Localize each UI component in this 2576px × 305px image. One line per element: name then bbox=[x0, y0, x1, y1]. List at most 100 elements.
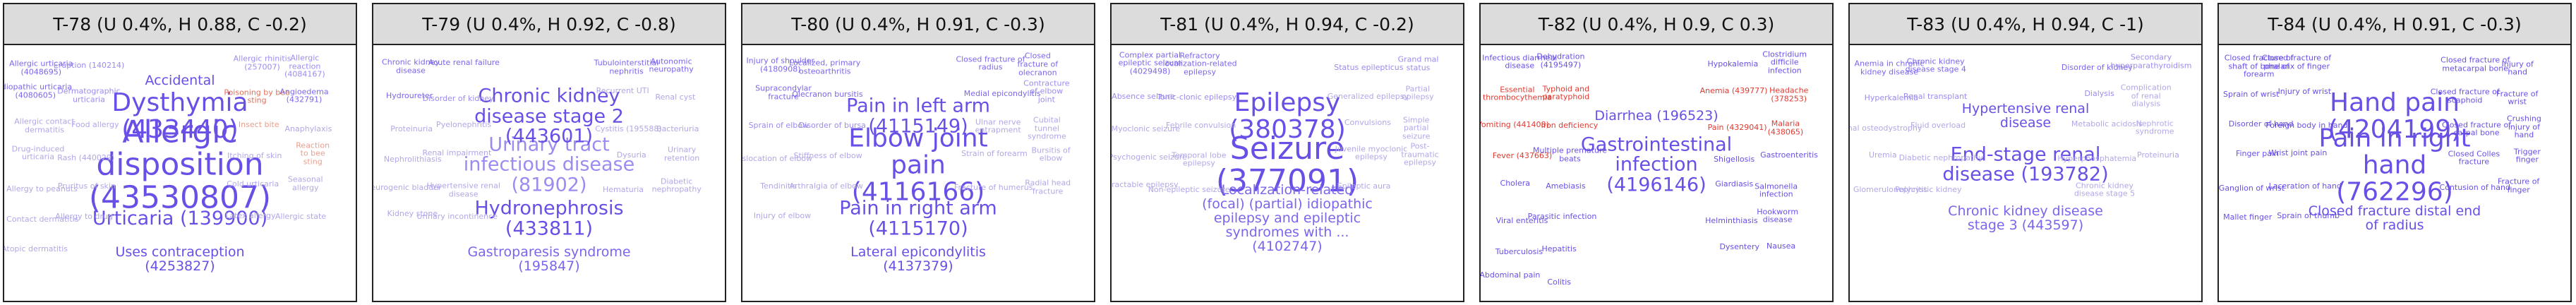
cloud-word: Dysthymia (433440) bbox=[112, 88, 248, 145]
cloud-word: Convulsions bbox=[1344, 118, 1391, 128]
cloud-word: Insect bite bbox=[238, 119, 279, 129]
wordcloud-panel: T-79 (U 0.4%, H 0.92, C -0.8) Urinary tra… bbox=[372, 3, 726, 302]
cloud-word: Uses contraception (4253827) bbox=[115, 244, 245, 275]
cloud-word: Bacteriuria bbox=[656, 124, 699, 133]
cloud-word: Iron deficiency bbox=[1541, 121, 1599, 131]
cloud-word: Hookworm disease bbox=[1757, 207, 1799, 225]
cloud-word: Gastrointestinal infection (4196146) bbox=[1580, 133, 1733, 196]
cloud-word: Pain in right hand (762296) bbox=[2318, 124, 2471, 207]
wordcloud-area: Gastrointestinal infection (4196146) Diar… bbox=[1481, 45, 1832, 301]
cloud-word: Urinary tract infectious disease (81902) bbox=[463, 133, 635, 196]
panel-title: T-79 (U 0.4%, H 0.92, C -0.8) bbox=[422, 13, 676, 35]
cloud-word: Chronic kidney disease bbox=[382, 57, 440, 76]
wordcloud-panel: T-78 (U 0.4%, H 0.88, C -0.2) Allergic di… bbox=[3, 3, 357, 302]
wordcloud-panel: T-81 (U 0.4%, H 0.94, C -0.2) Seizure (37… bbox=[1110, 3, 1464, 302]
wordcloud-area: Elbow joint pain (4116166) Pain in left a… bbox=[742, 45, 1094, 301]
cloud-word: Radial head fracture bbox=[1025, 178, 1071, 196]
cloud-word: Strain of forearm bbox=[961, 149, 1028, 159]
cloud-word: Polycystic kidney bbox=[1895, 185, 1962, 195]
cloud-word: Multiple premature beats bbox=[1532, 145, 1607, 164]
cloud-word: Accidental bbox=[145, 72, 215, 88]
cloud-word: Closed fracture distal end of radius bbox=[2308, 203, 2481, 234]
cloud-word: Epilepsy (380378) bbox=[1229, 88, 1346, 145]
wordcloud-area: Seizure (377091) Epilepsy (380378) Localiz… bbox=[1112, 45, 1463, 301]
cloud-word: Complex partial epileptic seizure (40294… bbox=[1118, 50, 1182, 76]
cloud-word: Febrile convulsion bbox=[1166, 121, 1236, 131]
cloud-word: Hand pain (4204199) bbox=[2328, 88, 2462, 145]
cloud-word: Cold urticaria bbox=[227, 179, 279, 189]
cloud-word: Hydronephrosis (433811) bbox=[474, 197, 624, 240]
cloud-word: Hydroureter bbox=[385, 90, 433, 100]
cloud-word: Tubulointerstitial nephritis bbox=[594, 58, 659, 76]
cloud-word: Itching of skin bbox=[227, 151, 282, 161]
cloud-word: Closed fracture of scaphoid bbox=[2430, 87, 2500, 105]
cloud-word: Seasonal allergy bbox=[287, 174, 323, 193]
cloud-word: Cystitis (195588) bbox=[595, 124, 662, 134]
cloud-word: Pain in left arm (4115149) bbox=[846, 95, 990, 138]
panel-title: T-78 (U 0.4%, H 0.88, C -0.2) bbox=[53, 13, 307, 35]
cloud-word: Fluid overload bbox=[1910, 121, 1966, 131]
cloud-word: Dehydration (4195497) bbox=[1536, 52, 1585, 70]
cloud-word: Crushing injury of hand bbox=[2506, 114, 2541, 140]
cloud-word: Pain in right arm (4115170) bbox=[839, 197, 997, 240]
wordcloud-area: Pain in right hand (762296) Hand pain (42… bbox=[2219, 45, 2570, 301]
cloud-word: Epileptic aura bbox=[1337, 181, 1391, 191]
cloud-word: Disorder of kidney bbox=[422, 93, 494, 103]
cloud-word: Nausea bbox=[1766, 241, 1796, 251]
cloud-word: Ulnar nerve entrapment bbox=[975, 117, 1021, 135]
cloud-word: Autonomic neuropathy bbox=[649, 56, 694, 74]
cloud-word: Dislocation of elbow bbox=[742, 153, 813, 163]
cloud-word: Anemia in chronic kidney disease bbox=[1854, 59, 1925, 77]
cloud-word: Atopic dermatitis bbox=[4, 244, 68, 254]
cloud-word: Hyperkalemia bbox=[1864, 93, 1918, 103]
panel-title: T-80 (U 0.4%, H 0.91, C -0.3) bbox=[791, 13, 1045, 35]
cloud-word: Closed fracture of olecranon bbox=[1017, 52, 1059, 78]
cloud-word: Allergic contact dermatitis bbox=[14, 116, 75, 135]
cloud-word: Generalized epilepsy bbox=[1327, 91, 1409, 101]
cloud-word: Kidney stone bbox=[387, 209, 438, 219]
cloud-word: Bursitis of elbow bbox=[1031, 145, 1071, 163]
panel-title: T-82 (U 0.4%, H 0.9, C 0.3) bbox=[1538, 13, 1775, 35]
cloud-word: Hematuria bbox=[602, 185, 644, 195]
cloud-word: Allergic rhinitis (257007) bbox=[233, 54, 291, 72]
cloud-word: Fracture of finger bbox=[2498, 177, 2540, 195]
cloud-word: Tonic-clonic epilepsy bbox=[1157, 92, 1237, 102]
cloud-word: Glomerulonephritis bbox=[1853, 185, 1928, 195]
cloud-word: Partial epilepsy bbox=[1401, 84, 1434, 102]
cloud-word: Eruption (140214) bbox=[53, 61, 125, 71]
panel-header: T-81 (U 0.4%, H 0.94, C -0.2) bbox=[1112, 4, 1463, 45]
cloud-word: Renal cyst bbox=[655, 92, 696, 102]
cloud-word: Mallet finger bbox=[2223, 213, 2273, 222]
cloud-word: Abdominal pain bbox=[1481, 270, 1541, 280]
cloud-word: Typhoid and paratyphoid bbox=[1542, 84, 1590, 102]
cloud-word: Infectious diarrheal disease bbox=[1482, 53, 1558, 71]
cloud-word: Hypertensive renal disease bbox=[426, 181, 500, 199]
cloud-word: Allergic state bbox=[275, 212, 327, 222]
cloud-word: Olecranon bursitis bbox=[792, 89, 863, 99]
cloud-word: Injury of shoulder (4180908) bbox=[746, 56, 815, 73]
cloud-word: Temporal lobe epilepsy bbox=[1172, 150, 1227, 168]
cloud-word: Latex allergy bbox=[225, 211, 276, 221]
cloud-word: Complication of renal dialysis bbox=[2120, 83, 2172, 109]
wordcloud-area: Urinary tract infectious disease (81902)… bbox=[373, 45, 725, 301]
cloud-word: Fever (437663) bbox=[1492, 151, 1553, 161]
wordcloud-area: Allergic disposition (43530807) Dysthymia… bbox=[4, 45, 356, 301]
cloud-word: Poisoning by bee sting bbox=[224, 88, 290, 105]
cloud-word: Ganglion of wrist bbox=[2219, 184, 2285, 193]
cloud-word: Renal impairment bbox=[422, 148, 492, 158]
panel-header: T-79 (U 0.4%, H 0.92, C -0.8) bbox=[373, 4, 725, 45]
cloud-word: Hypertensive renal disease bbox=[1961, 101, 2090, 131]
cloud-word: Sprain of thumb bbox=[2277, 211, 2340, 221]
cloud-word: Simple partial seizure bbox=[1402, 115, 1431, 141]
cloud-word: Contact dermatitis bbox=[6, 214, 79, 224]
cloud-word: Foreign body in hand bbox=[2265, 121, 2348, 131]
cloud-word: Chronic kidney disease stage 2 (443601) bbox=[474, 85, 624, 148]
cloud-word: Diabetic nephropathy bbox=[1898, 153, 1983, 163]
cloud-word: Urinary retention bbox=[664, 145, 700, 163]
cloud-word: Injury of hand bbox=[2501, 59, 2534, 77]
cloud-word: Arthralgia of elbow bbox=[789, 181, 863, 191]
cloud-word: Allergy to peanuts bbox=[6, 184, 78, 194]
cloud-word: Closed fracture of radius bbox=[956, 54, 1025, 72]
cloud-word: Fracture of humerus bbox=[954, 183, 1033, 193]
cloud-word: Colitis bbox=[1547, 277, 1572, 287]
